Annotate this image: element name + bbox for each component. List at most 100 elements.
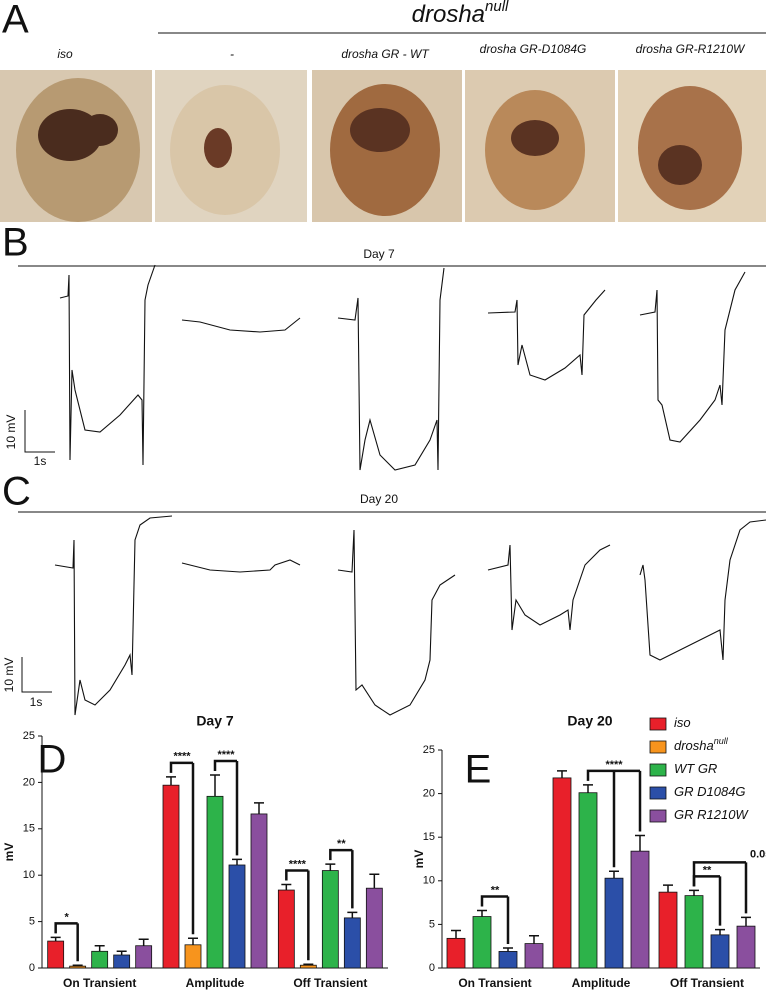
trace <box>337 267 445 471</box>
bar <box>113 954 131 969</box>
significance-bracket <box>54 922 79 962</box>
bar <box>321 870 339 969</box>
panel-label: B <box>2 221 29 265</box>
significance-label: ** <box>491 884 500 896</box>
scale-y-label: 10 mV <box>2 658 16 693</box>
bar <box>498 951 518 969</box>
significance-bracket <box>586 769 642 868</box>
x-tick-label: On Transient <box>458 976 531 990</box>
bar <box>343 917 361 969</box>
bar <box>658 891 678 969</box>
bar <box>630 850 650 969</box>
error-bar <box>635 834 645 852</box>
significance-label: **** <box>217 749 235 761</box>
trace <box>639 271 746 443</box>
error-bar <box>94 944 105 952</box>
legend-entry: droshanull <box>674 736 729 753</box>
error-bar <box>451 929 461 939</box>
bar <box>184 944 202 969</box>
column-label: drosha GR-D1084G <box>480 42 587 56</box>
significance-bracket <box>692 861 748 914</box>
y-tick-label: 25 <box>423 744 435 756</box>
significance-bracket <box>480 895 510 944</box>
bar <box>162 784 180 969</box>
x-tick-label: Off Transient <box>670 976 744 990</box>
bar <box>69 965 87 969</box>
significance-bracket <box>329 848 354 909</box>
bar <box>446 937 466 969</box>
scale-y-label: 10 mV <box>4 415 18 450</box>
y-tick-label: 20 <box>423 788 435 800</box>
legend-name: WT GR <box>674 761 717 776</box>
x-tick-label: On Transient <box>63 976 136 990</box>
error-bar <box>503 947 513 952</box>
legend-name: GR R1210W <box>674 807 749 822</box>
bar <box>552 777 572 969</box>
error-bar <box>166 776 176 786</box>
error-bar <box>663 884 673 893</box>
scale-bar <box>21 657 52 693</box>
chart-title: Day 20 <box>567 713 612 729</box>
y-tick-label: 5 <box>429 918 435 930</box>
legend-name: iso <box>674 715 691 730</box>
significance-label: * <box>65 911 70 923</box>
significance-label: **** <box>289 858 307 870</box>
bar <box>604 877 624 969</box>
panel-title: Day 20 <box>360 492 398 506</box>
scale-x-label: 1s <box>34 454 47 468</box>
bar <box>250 813 268 969</box>
pigment <box>658 145 702 185</box>
column-label: iso <box>57 47 73 61</box>
bar <box>736 925 756 969</box>
bar <box>684 895 704 969</box>
x-tick-label: Amplitude <box>186 976 245 990</box>
error-bar <box>583 784 593 793</box>
error-bar <box>477 909 487 917</box>
error-bar <box>715 928 725 935</box>
legend-name: drosha <box>674 738 714 753</box>
error-bar <box>741 916 751 927</box>
traces <box>54 515 766 716</box>
trace <box>59 264 156 466</box>
error-bar <box>347 911 358 918</box>
legend-swatch <box>649 809 667 823</box>
error-bar <box>609 870 619 879</box>
significance-bracket <box>169 761 195 935</box>
error-bar <box>188 937 198 945</box>
significance-label: ** <box>337 838 346 850</box>
legend-entry: GR R1210W <box>674 807 749 822</box>
error-bar <box>325 863 336 871</box>
pigment <box>511 120 559 156</box>
trace <box>337 529 456 716</box>
bar <box>365 887 383 969</box>
bar <box>299 964 317 969</box>
trace <box>487 544 611 631</box>
error-bar <box>232 858 242 865</box>
legend-swatch <box>649 763 667 777</box>
bar <box>47 940 65 969</box>
error-bar <box>689 889 699 896</box>
legend-superscript: null <box>714 736 729 746</box>
error-bar <box>138 938 149 946</box>
significance-bracket <box>285 869 310 961</box>
title-superscript: null <box>485 0 509 15</box>
error-bar <box>369 873 380 889</box>
significance-label: **** <box>173 751 191 763</box>
legend-entry: iso <box>674 715 691 730</box>
bar <box>91 950 109 969</box>
error-bar <box>303 963 314 966</box>
bar <box>135 945 153 969</box>
legend-entry: WT GR <box>674 761 717 776</box>
trace <box>487 289 606 381</box>
error-bar <box>210 774 220 797</box>
x-tick-label: Amplitude <box>572 976 631 990</box>
significance-label: **** <box>605 759 623 771</box>
trace <box>54 515 173 716</box>
y-axis-label: mV <box>412 850 426 869</box>
panel-label: E <box>465 748 492 792</box>
error-bar <box>50 936 61 942</box>
error-bar <box>529 934 539 944</box>
